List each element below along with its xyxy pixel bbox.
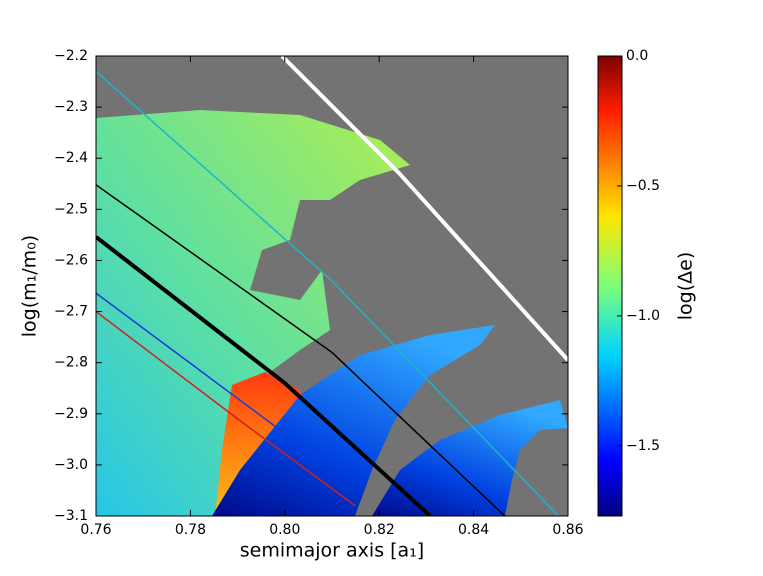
x-tick-label: 0.76 bbox=[80, 522, 111, 538]
curve bbox=[96, 292, 321, 461]
colorbar-tick-label: −1.0 bbox=[626, 308, 660, 324]
y-tick-label: −3.0 bbox=[54, 457, 88, 473]
y-tick-label: −3.1 bbox=[54, 508, 88, 524]
colorbar-tick-label: −0.5 bbox=[626, 178, 660, 194]
y-tick-label: −2.4 bbox=[54, 150, 88, 166]
plot-frame bbox=[95, 55, 569, 517]
y-tick-label: −2.2 bbox=[54, 48, 88, 64]
curve bbox=[96, 235, 432, 516]
x-tick-label: 0.80 bbox=[269, 522, 300, 538]
colorbar-tick-label: −1.5 bbox=[626, 438, 660, 454]
y-axis-label: log(m₁/m₀) bbox=[19, 235, 41, 337]
y-tick-label: −2.3 bbox=[54, 99, 88, 115]
y-tick-label: −2.9 bbox=[54, 406, 88, 422]
x-axis-label: semimajor axis [a₁] bbox=[240, 540, 424, 562]
x-tick-label: 0.86 bbox=[552, 522, 583, 538]
colorbar-tick-label: 0.0 bbox=[626, 48, 648, 64]
y-tick-label: −2.6 bbox=[54, 252, 88, 268]
curve bbox=[96, 70, 560, 516]
plot-area bbox=[96, 56, 568, 516]
colorbar bbox=[597, 55, 623, 517]
x-tick-label: 0.82 bbox=[364, 522, 395, 538]
x-tick-label: 0.84 bbox=[458, 522, 489, 538]
curve bbox=[96, 184, 506, 516]
x-tick-label: 0.78 bbox=[175, 522, 206, 538]
y-tick-label: −2.7 bbox=[54, 304, 88, 320]
curve bbox=[280, 56, 568, 362]
colorbar-label: log(Δe) bbox=[675, 252, 697, 320]
heatmap-region bbox=[96, 110, 410, 516]
heatmap-region bbox=[372, 400, 568, 516]
heatmap-region bbox=[212, 325, 495, 516]
y-tick-label: −2.8 bbox=[54, 355, 88, 371]
curve bbox=[96, 310, 356, 507]
y-tick-label: −2.5 bbox=[54, 201, 88, 217]
